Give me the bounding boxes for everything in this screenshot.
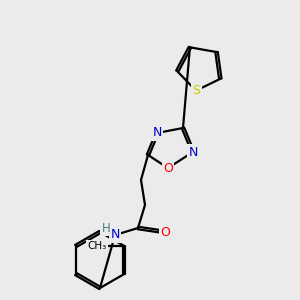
Text: O: O [163,161,173,175]
Text: N: N [110,229,120,242]
Text: S: S [192,84,200,97]
Text: N: N [188,146,198,158]
Text: H: H [102,221,110,235]
Text: O: O [160,226,170,238]
Text: N: N [152,127,162,140]
Text: CH₃: CH₃ [88,241,107,251]
